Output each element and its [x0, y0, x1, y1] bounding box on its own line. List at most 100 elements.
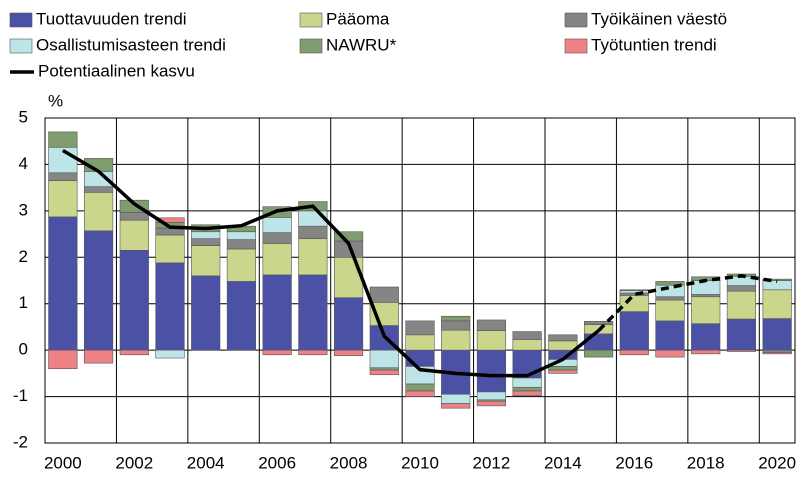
bar-segment	[441, 403, 471, 409]
bar-segment	[512, 349, 542, 379]
bar-segment	[476, 400, 507, 407]
bar-segment	[369, 369, 399, 376]
bar-segment	[583, 333, 614, 351]
bar-segment	[226, 248, 257, 282]
bar-segment	[691, 294, 721, 298]
line	[61, 148, 600, 378]
bar-segment	[155, 234, 185, 264]
y-tick-label: 5	[19, 107, 28, 126]
bar-segment	[369, 349, 399, 369]
y-tick-label: 2	[19, 247, 28, 266]
bar-segment	[333, 349, 364, 357]
bar-segment	[762, 280, 792, 291]
legend-swatch	[299, 38, 323, 54]
x-tick-label: 2016	[615, 453, 653, 472]
legend-label: Pääoma	[326, 9, 390, 28]
bar-segment	[655, 349, 685, 358]
bar-segment	[548, 366, 578, 371]
bar-segment	[619, 289, 649, 292]
bar-segment	[262, 232, 292, 244]
legend-label: Työikäinen väestö	[591, 9, 727, 28]
bar-segment	[548, 340, 578, 351]
bar-segment	[405, 320, 435, 336]
legend-label: NAWRU*	[326, 35, 397, 54]
bar-segment	[83, 191, 114, 232]
bar-segment	[298, 238, 328, 276]
legend-swatch	[564, 38, 588, 54]
bar-segment	[583, 321, 614, 325]
bar-segment	[298, 274, 328, 351]
bar-segment	[119, 219, 149, 251]
bar-segment	[548, 369, 578, 374]
bar-segment	[726, 285, 757, 292]
legend-label: Potentiaalinen kasvu	[38, 61, 195, 80]
bar-segment	[48, 131, 78, 148]
x-tick-label: 2010	[401, 453, 439, 472]
bar-segment	[512, 386, 542, 392]
bar-segment	[369, 367, 399, 371]
bar-segment	[191, 275, 221, 351]
bar-segment	[726, 290, 757, 320]
x-tick-label: 2000	[44, 453, 82, 472]
bar-segment	[191, 245, 221, 277]
bar-segment	[226, 231, 257, 240]
bar-segment	[619, 349, 649, 356]
bar-segment	[619, 311, 649, 351]
line-forecast	[597, 274, 778, 332]
bar-segment	[762, 349, 792, 353]
y-tick-label: 1	[19, 293, 28, 312]
x-tick-label: 2004	[187, 453, 225, 472]
bar-segment	[119, 250, 149, 351]
legend-swatch	[299, 12, 323, 28]
bar-segment	[476, 330, 507, 351]
bar-segment	[691, 280, 721, 295]
y-tick-label: 0	[19, 340, 28, 359]
bar-segment	[298, 349, 328, 356]
legend-label: Osallistumisasteen trendi	[36, 35, 226, 54]
legend-swatch	[9, 12, 33, 28]
x-tick-label: 2012	[473, 453, 511, 472]
bar-segment	[512, 331, 542, 340]
bar-segment	[48, 172, 78, 181]
bar-segment	[262, 274, 292, 351]
bar-segment	[691, 323, 721, 351]
bar-segment	[726, 318, 757, 351]
bar-segment	[726, 349, 757, 352]
bar-segment	[191, 238, 221, 246]
x-tick-label: 2018	[687, 453, 725, 472]
bar-segment	[155, 262, 185, 351]
bar-segment	[441, 320, 471, 331]
bar-segment	[655, 320, 685, 351]
bar-segment	[655, 296, 685, 301]
bar-segment	[298, 225, 328, 240]
legend-label: Tuottavuuden trendi	[36, 9, 187, 28]
bar-segment	[583, 349, 614, 358]
y-tick-label: 4	[19, 154, 28, 173]
x-tick-label: 2002	[115, 453, 153, 472]
bar-segment	[369, 286, 399, 303]
bar-segment	[333, 297, 364, 351]
bar-segment	[619, 290, 649, 294]
bar-segment	[512, 377, 542, 388]
bar-segment	[48, 349, 78, 370]
bar-segment	[441, 315, 471, 322]
bar-segment	[191, 231, 221, 240]
bar-segment	[619, 295, 649, 312]
x-tick-label: 2006	[258, 453, 296, 472]
bar-segment	[441, 329, 471, 351]
bar-segment	[762, 289, 792, 319]
bar-segment	[262, 349, 292, 356]
bar-segment	[476, 349, 507, 393]
bar-segment	[691, 296, 721, 324]
legend-swatch	[564, 12, 588, 28]
bar-segment	[548, 334, 578, 342]
bar-segment	[476, 319, 507, 331]
bar-segment	[619, 292, 649, 296]
bar-segment	[83, 230, 114, 351]
bar-segment	[155, 349, 185, 359]
bar-segment	[226, 239, 257, 250]
bar-segment	[405, 383, 435, 392]
bar-segment	[405, 390, 435, 397]
bar-segment	[762, 352, 792, 355]
